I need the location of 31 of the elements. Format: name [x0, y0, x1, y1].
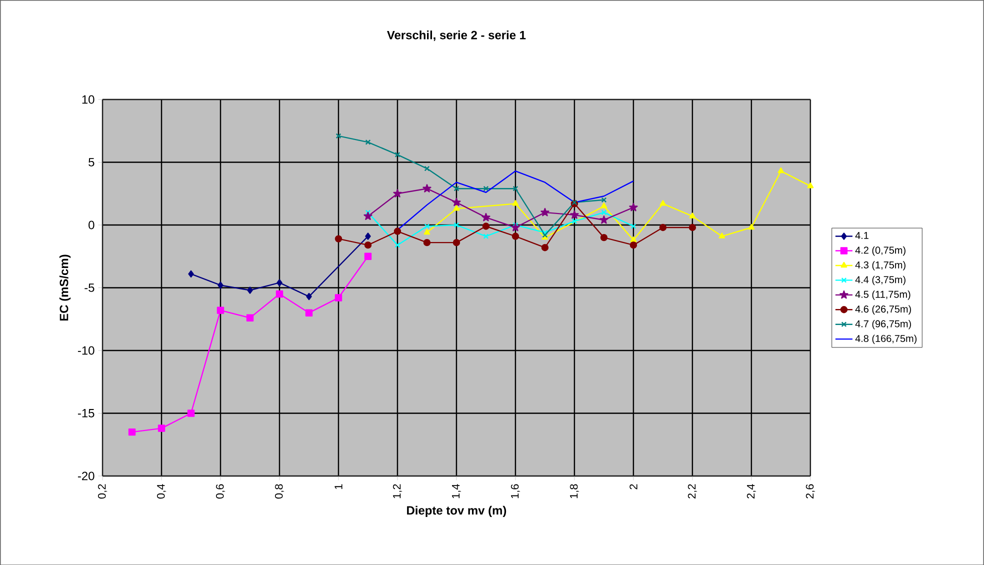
- x-tick-label: 1,6: [510, 484, 520, 498]
- x-tick-label: 1: [334, 484, 342, 489]
- y-tick-label: 5: [88, 158, 94, 166]
- x-tick-label: 0,2: [98, 484, 108, 498]
- y-tick-label: -10: [78, 346, 94, 354]
- legend-label: 4.3 (1,75m): [855, 260, 906, 270]
- x-tick-label: 2,6: [806, 484, 815, 498]
- y-tick-label: 10: [82, 95, 94, 104]
- legend-label: 4.7 (96,75m): [855, 320, 911, 330]
- chart-title: Verschil, serie 2 - serie 1: [387, 30, 526, 41]
- legend-label: 4.8 (166,75m): [855, 334, 917, 344]
- y-tick-label: -5: [84, 283, 94, 292]
- y-tick-label: -15: [78, 408, 94, 418]
- x-axis-title: Diepte tov mv (m): [407, 506, 506, 517]
- x-tick-label: 0,4: [156, 484, 166, 498]
- x-tick-label: 2,2: [688, 484, 697, 498]
- legend-label: 4.5 (11,75m): [855, 290, 910, 300]
- legend-label: 4.2 (0,75m): [855, 246, 906, 256]
- x-tick-label: 2,4: [746, 484, 756, 498]
- x-tick-label: 0,8: [274, 484, 284, 498]
- x-tick-label: 1,2: [392, 484, 402, 498]
- y-tick-label: -20: [78, 472, 94, 480]
- legend-label: 4.4 (3,75m): [855, 276, 906, 285]
- x-tick-label: 2: [630, 484, 638, 490]
- x-tick-label: 1,8: [570, 484, 579, 498]
- x-tick-label: 0,6: [216, 484, 226, 498]
- x-tick-label: 1,4: [452, 484, 461, 498]
- legend-label: 4.1: [855, 232, 868, 239]
- y-tick-label: 0: [88, 220, 94, 229]
- y-axis-title: EC (mS/cm): [59, 254, 71, 320]
- legend-label: 4.6 (26,75m): [855, 305, 911, 314]
